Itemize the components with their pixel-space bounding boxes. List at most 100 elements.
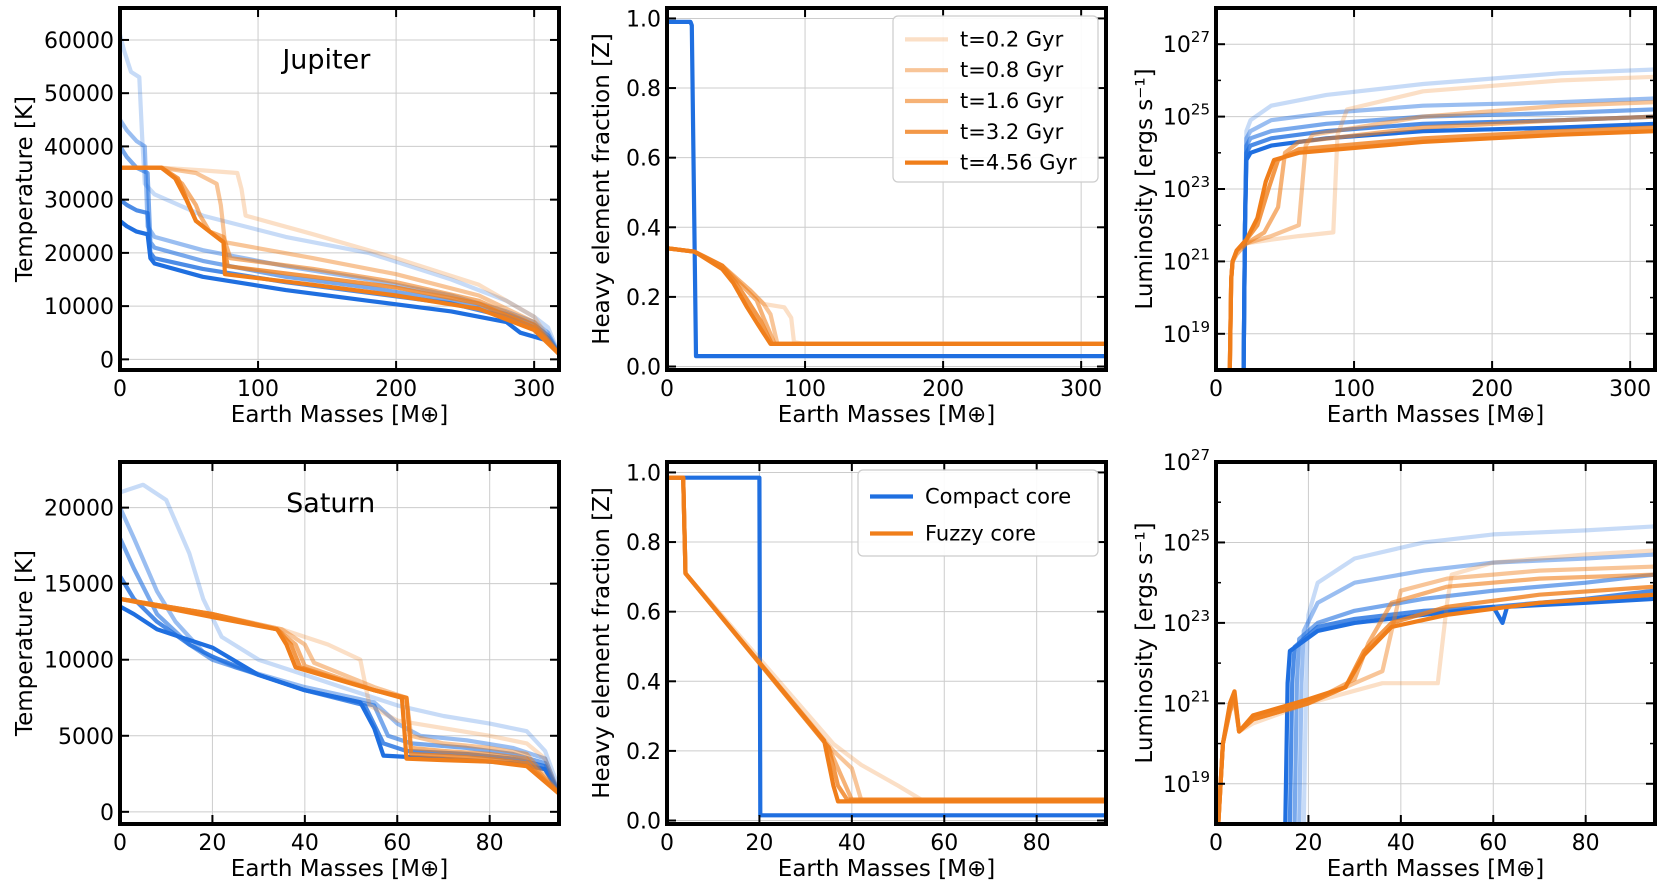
y-tick-label: 40000 <box>44 135 114 160</box>
y-tick-label: 15000 <box>44 573 114 598</box>
x-tick-label: 100 <box>1333 377 1375 402</box>
series-line-fuzzy-9 <box>120 165 559 357</box>
series-line-fuzzy-9 <box>1227 129 1655 370</box>
series-line-compact-0 <box>667 19 1106 359</box>
legend-label: t=0.2 Gyr <box>960 27 1064 51</box>
series-line-compact-4 <box>1283 596 1655 824</box>
series-line-compact-2 <box>1292 572 1655 824</box>
y-tick-label: 30000 <box>44 189 114 214</box>
planet-annotation: Saturn <box>286 488 375 519</box>
series-line-fuzzy-6 <box>1216 564 1655 824</box>
series-group <box>1227 67 1655 370</box>
x-tick-label: 40 <box>838 831 866 856</box>
series-group <box>120 32 559 357</box>
y-tick-label: 0 <box>100 801 114 826</box>
series-line-compact-4 <box>1241 121 1655 370</box>
series-line-fuzzy-3 <box>667 246 1106 346</box>
legend-label: Fuzzy core <box>925 522 1036 546</box>
x-tick-label: 0 <box>1209 831 1223 856</box>
jupiter-luminosity-panel: 0 100 200 300 1019 1021 1023 1025 1027 Earth Mass… <box>1132 6 1657 428</box>
legend: t=0.2 Gyr t=0.8 Gyr t=1.6 Gyr t=3.2 Gyr t=4.… <box>892 15 1099 183</box>
y-tick-label: 10000 <box>44 649 114 674</box>
y-tick-label: 0.8 <box>626 531 661 556</box>
series-line-compact-0 <box>120 482 559 792</box>
legend-label: t=0.8 Gyr <box>960 58 1064 82</box>
y-axis-label: Luminosity [ergs s⁻¹] <box>1132 68 1158 309</box>
y-tick-label: 0.0 <box>626 356 661 381</box>
series-line-compact-0 <box>667 475 1106 818</box>
saturn-luminosity-panel: 0 20 40 60 80 1019 1021 1023 1025 1027 Earth Masse… <box>1132 446 1657 882</box>
legend-box <box>892 15 1099 183</box>
x-axis-label: Earth Masses [M⊕] <box>231 856 448 882</box>
y-tick-label: 0.0 <box>626 810 661 835</box>
y-tick-label: 1023 <box>1163 173 1210 203</box>
y-tick-label: 1027 <box>1163 446 1210 476</box>
x-tick-label: 20 <box>1294 831 1322 856</box>
series-line-compact-1 <box>120 505 559 796</box>
y-axis-label: Temperature [K] <box>12 550 38 737</box>
x-axis-label: Earth Masses [M⊕] <box>778 402 995 428</box>
series-line-fuzzy-5 <box>667 475 1106 804</box>
x-tick-label: 0 <box>660 831 674 856</box>
x-tick-label: 40 <box>291 831 319 856</box>
y-tick-label: 1021 <box>1163 687 1210 717</box>
x-axis-label: Earth Masses [M⊕] <box>231 402 448 428</box>
saturn-temperature-panel: 0 20 40 60 80 0 5000 10000 15000 20000 Earth Masse… <box>12 460 561 882</box>
y-tick-label: 20000 <box>44 497 114 522</box>
y-tick-label: 0.2 <box>626 286 661 311</box>
y-tick-label: 1025 <box>1163 101 1210 131</box>
y-tick-label: 0.6 <box>626 147 661 172</box>
y-tick-label: 50000 <box>44 82 114 107</box>
x-tick-label: 300 <box>1060 377 1102 402</box>
y-tick-label: 0.4 <box>626 670 661 695</box>
series-line-fuzzy-9 <box>120 596 559 796</box>
x-tick-label: 200 <box>922 377 964 402</box>
axes-frame <box>118 6 561 372</box>
x-tick-label: 60 <box>1479 831 1507 856</box>
x-tick-label: 0 <box>113 377 127 402</box>
y-tick-label: 1025 <box>1163 526 1210 556</box>
series-line-fuzzy-9 <box>1216 592 1655 824</box>
legend-label: Compact core <box>925 485 1071 509</box>
series-group <box>667 19 1106 359</box>
y-tick-label: 1023 <box>1163 607 1210 637</box>
y-tick-label: 60000 <box>44 29 114 54</box>
x-tick-label: 60 <box>383 831 411 856</box>
x-axis-label: Earth Masses [M⊕] <box>1327 856 1544 882</box>
series-group <box>120 482 559 796</box>
x-tick-label: 0 <box>113 831 127 856</box>
legend: Compact core Fuzzy core <box>857 469 1099 557</box>
jupiter-temperature-panel: 0 100 200 300 0 10000 20000 30000 40000 50000 6000… <box>12 6 561 428</box>
x-tick-label: 300 <box>513 377 555 402</box>
series-line-fuzzy-5 <box>667 246 1106 346</box>
y-tick-label: 1027 <box>1163 28 1210 58</box>
y-tick-label: 0.4 <box>626 216 661 241</box>
axes-frame <box>118 460 561 826</box>
y-tick-label: 5000 <box>58 725 114 750</box>
series-line-compact-2 <box>120 144 559 357</box>
y-tick-label: 10000 <box>44 295 114 320</box>
y-axis-label: Luminosity [ergs s⁻¹] <box>1132 522 1158 763</box>
x-tick-label: 80 <box>1572 831 1600 856</box>
x-tick-label: 80 <box>476 831 504 856</box>
series-line-fuzzy-2 <box>667 246 1106 346</box>
y-tick-label: 0.2 <box>626 740 661 765</box>
series-line-compact-4 <box>120 218 559 357</box>
series-group <box>667 475 1106 818</box>
x-tick-label: 20 <box>198 831 226 856</box>
legend-label: t=3.2 Gyr <box>960 120 1064 144</box>
y-axis-label: Heavy element fraction [Z] <box>589 487 615 799</box>
y-tick-label: 0.8 <box>626 77 661 102</box>
series-line-compact-0 <box>120 32 559 357</box>
series-line-compact-1 <box>1297 552 1655 824</box>
axes-frame <box>665 460 1108 826</box>
x-tick-label: 40 <box>1387 831 1415 856</box>
axes-frame <box>1214 460 1657 826</box>
planet-annotation: Jupiter <box>280 45 371 76</box>
x-tick-label: 100 <box>784 377 826 402</box>
jupiter-heavy-element-panel: 0 100 200 300 0.0 0.2 0.4 0.6 0.8 1.0 Earth Masses… <box>589 6 1108 428</box>
x-tick-label: 0 <box>660 377 674 402</box>
y-tick-label: 0.6 <box>626 601 661 626</box>
series-group <box>1216 524 1655 824</box>
y-axis-label: Temperature [K] <box>12 96 38 283</box>
